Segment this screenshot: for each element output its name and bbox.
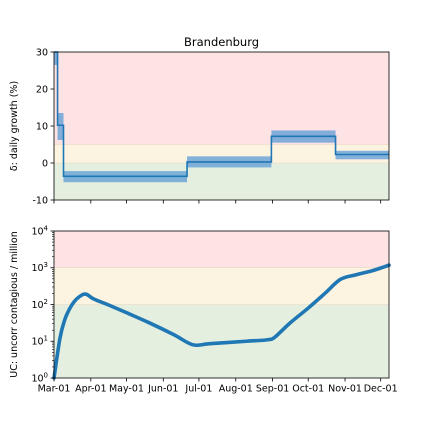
growth-band-2 — [54, 52, 389, 145]
contagious-y-tick-label: 102 — [31, 298, 48, 311]
contagious-series — [52, 263, 391, 380]
growth-threshold-bands — [54, 52, 389, 200]
x-tick-label: Aug-01 — [219, 384, 253, 395]
growth-y-tick-label: 0 — [42, 158, 48, 169]
growth-y-tick-label: -10 — [32, 195, 48, 206]
chart-title: Brandenburg — [184, 35, 259, 49]
contagious-band-1 — [54, 267, 389, 305]
contagious-y-ticks: 100 101 102 103 104 — [31, 224, 54, 384]
growth-y-axis-label: δ: daily growth (%) — [9, 81, 20, 171]
growth-y-tick-label: 20 — [36, 84, 48, 95]
contagious-y-tick-label: 103 — [31, 261, 48, 274]
x-tick-label: May-01 — [109, 384, 144, 395]
growth-panel: -10 0 10 20 30 Brandenburg δ: daily growth (… — [9, 35, 390, 206]
growth-y-ticks: -10 0 10 20 30 — [32, 47, 54, 206]
x-tick-label: Apr-01 — [75, 384, 106, 395]
growth-y-tick-label: 30 — [36, 47, 48, 58]
growth-series — [54, 51, 389, 178]
growth-y-tick-label: 10 — [36, 121, 48, 132]
contagious-y-axis-label: UC: uncorr contagious / million — [9, 231, 20, 378]
growth-ci-segment — [57, 113, 64, 141]
contagious-panel: 100 101 102 103 104 Mar-01 Apr-01 May-01 Jun-01… — [9, 224, 398, 394]
growth-x-ticks — [53, 200, 382, 204]
x-tick-label: Mar-01 — [38, 384, 71, 395]
growth-step-line — [54, 51, 389, 178]
contagious-band-2 — [54, 231, 389, 268]
x-tick-label: Dec-01 — [364, 384, 398, 395]
contagious-x-ticks: Mar-01 Apr-01 May-01 Jun-01 Jul-01 Aug-01 Sep-… — [38, 378, 398, 395]
x-tick-label: Oct-01 — [292, 384, 324, 395]
contagious-line — [52, 263, 391, 380]
contagious-y-tick-label: 100 — [31, 371, 48, 384]
x-tick-label: Jun-01 — [147, 384, 178, 395]
x-tick-label: Jul-01 — [184, 384, 212, 395]
contagious-y-tick-label: 104 — [31, 224, 48, 237]
x-tick-label: Sep-01 — [256, 384, 289, 395]
growth-ci-segment — [54, 52, 58, 65]
x-tick-label: Nov-01 — [328, 384, 362, 395]
contagious-y-tick-label: 101 — [31, 335, 48, 348]
growth-band-1 — [54, 144, 389, 163]
contagious-threshold-bands — [54, 231, 389, 378]
